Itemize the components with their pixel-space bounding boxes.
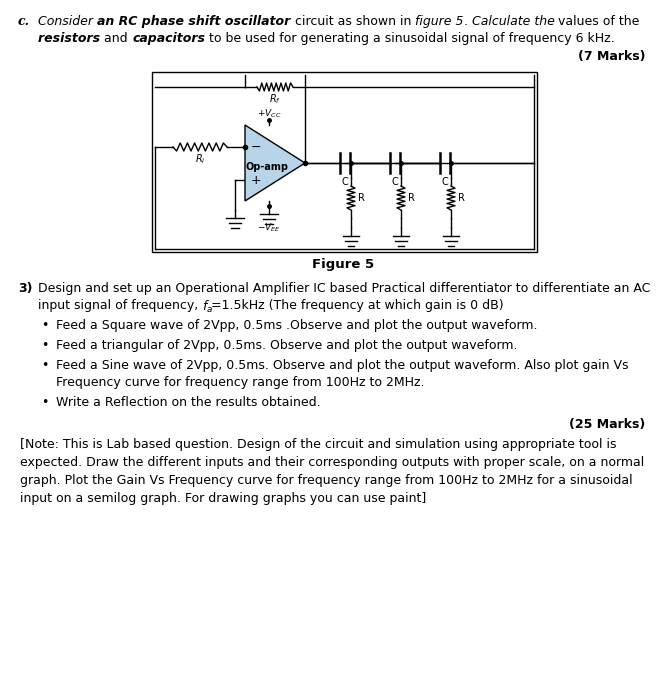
Text: $-V_{EE}$: $-V_{EE}$ — [257, 221, 281, 234]
Bar — [152, 72, 537, 252]
Text: R: R — [458, 193, 465, 203]
Text: Write a Reflection on the results obtained.: Write a Reflection on the results obtain… — [56, 396, 321, 409]
Text: Feed a Sine wave of 2Vpp, 0.5ms. Observe and plot the output waveform. Also plot: Feed a Sine wave of 2Vpp, 0.5ms. Observe… — [56, 359, 629, 372]
Text: •: • — [41, 396, 49, 409]
Text: $R_i$: $R_i$ — [195, 152, 206, 166]
Text: −: − — [251, 141, 262, 153]
Text: R: R — [358, 193, 365, 203]
Text: values of the: values of the — [559, 15, 640, 28]
Text: graph. Plot the Gain Vs Frequency curve for frequency range from 100Hz to 2MHz f: graph. Plot the Gain Vs Frequency curve … — [20, 474, 633, 487]
Text: .: . — [463, 15, 471, 28]
Text: capacitors: capacitors — [132, 32, 205, 45]
Text: to be used for generating a sinusoidal signal of frequency 6 kHz.: to be used for generating a sinusoidal s… — [205, 32, 615, 45]
Text: circuit as shown in: circuit as shown in — [295, 15, 415, 28]
Text: (7 Marks): (7 Marks) — [578, 50, 645, 63]
Text: •: • — [41, 339, 49, 352]
Text: c.: c. — [18, 15, 30, 28]
Text: R: R — [408, 193, 415, 203]
Text: Feed a Square wave of 2Vpp, 0.5ms .Observe and plot the output waveform.: Feed a Square wave of 2Vpp, 0.5ms .Obser… — [56, 319, 537, 332]
Text: $R_f$: $R_f$ — [269, 92, 281, 106]
Text: C: C — [342, 177, 348, 187]
Text: and: and — [104, 32, 132, 45]
Text: input signal of frequency,: input signal of frequency, — [38, 299, 202, 312]
Text: resistors: resistors — [38, 32, 104, 45]
Text: input on a semilog graph. For drawing graphs you can use paint]: input on a semilog graph. For drawing gr… — [20, 492, 426, 505]
Text: an RC phase shift oscillator: an RC phase shift oscillator — [97, 15, 295, 28]
Text: Figure 5: Figure 5 — [312, 258, 374, 271]
Text: 3): 3) — [18, 282, 32, 295]
Text: Feed a triangular of 2Vpp, 0.5ms. Observe and plot the output waveform.: Feed a triangular of 2Vpp, 0.5ms. Observ… — [56, 339, 518, 352]
Text: •: • — [41, 359, 49, 372]
Text: C: C — [391, 177, 399, 187]
Text: Design and set up an Operational Amplifier IC based Practical differentiator to : Design and set up an Operational Amplifi… — [38, 282, 650, 295]
Text: =1.5kHz (The frequency at which gain is 0 dB): =1.5kHz (The frequency at which gain is … — [212, 299, 504, 312]
Text: C: C — [442, 177, 448, 187]
Text: Calculate the: Calculate the — [471, 15, 559, 28]
Text: figure 5: figure 5 — [415, 15, 463, 28]
Text: Consider: Consider — [38, 15, 97, 28]
Text: $+V_{CC}$: $+V_{CC}$ — [256, 107, 282, 120]
Text: expected. Draw the different inputs and their corresponding outputs with proper : expected. Draw the different inputs and … — [20, 456, 644, 469]
Text: •: • — [41, 319, 49, 332]
Polygon shape — [245, 125, 305, 201]
Text: +: + — [251, 174, 262, 186]
Text: [Note: This is Lab based question. Design of the circuit and simulation using ap: [Note: This is Lab based question. Desig… — [20, 438, 617, 451]
Text: $f_a$: $f_a$ — [202, 299, 214, 315]
Text: (25 Marks): (25 Marks) — [568, 418, 645, 431]
Text: Frequency curve for frequency range from 100Hz to 2MHz.: Frequency curve for frequency range from… — [56, 376, 424, 389]
Text: Op-amp: Op-amp — [245, 162, 288, 172]
